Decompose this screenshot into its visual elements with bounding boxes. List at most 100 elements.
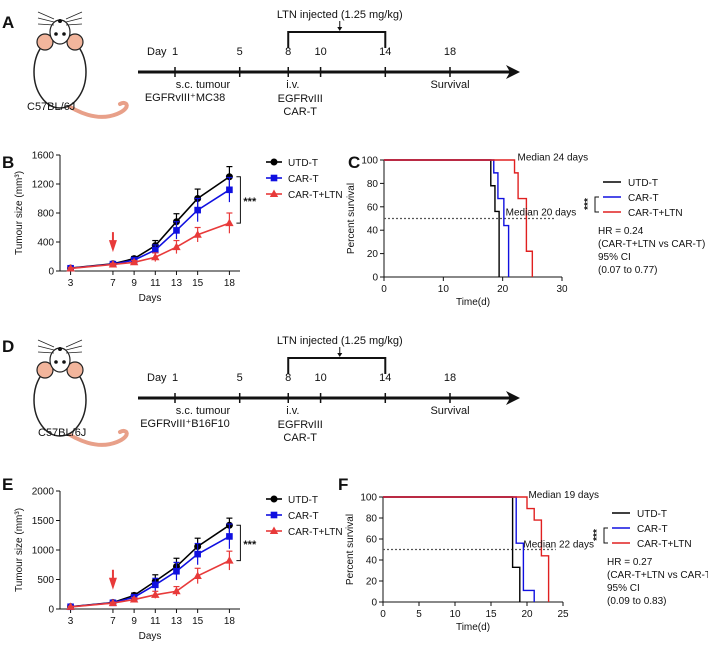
day-tick-label: 14 bbox=[379, 46, 391, 58]
legend-label: CAR-T bbox=[288, 511, 319, 522]
mouse-eye-right bbox=[62, 360, 66, 364]
x-tick-label: 11 bbox=[150, 616, 161, 627]
data-point bbox=[173, 227, 180, 234]
data-point bbox=[129, 595, 139, 603]
mouse-ear-right bbox=[66, 33, 84, 51]
timeline-arrowhead bbox=[506, 65, 520, 79]
event-iv-line2: EGFRvIII bbox=[278, 93, 323, 105]
hazard-ratio-stat: (0.09 to 0.83) bbox=[607, 596, 666, 607]
y-axis-label: Tumour size (mm³) bbox=[14, 171, 25, 255]
day-tick-label: 18 bbox=[444, 46, 456, 58]
data-point bbox=[66, 602, 75, 610]
day-tick-label: 10 bbox=[314, 372, 326, 384]
y-tick-label: 1200 bbox=[32, 180, 55, 191]
mouse-whisker bbox=[65, 17, 83, 23]
legend-label: CAR-T+LTN bbox=[288, 190, 343, 201]
series-line-CAR-T+LTN bbox=[70, 559, 230, 608]
chart-E: 0 500 1000 1500 2000 3 7 9 11 13 15 18 Days Tumour si… bbox=[14, 487, 343, 643]
significance-label: *** bbox=[243, 539, 257, 551]
mouse-whisker bbox=[37, 345, 55, 351]
legend-marker bbox=[270, 495, 278, 503]
y-tick-label: 100 bbox=[360, 493, 377, 504]
day-tick-label: 8 bbox=[285, 46, 291, 58]
y-tick-label: 40 bbox=[366, 556, 378, 567]
data-point bbox=[226, 186, 233, 194]
x-tick-label: 13 bbox=[171, 278, 183, 289]
y-tick-label: 20 bbox=[366, 577, 378, 588]
survival-curve-CAR-T+LTN bbox=[383, 496, 550, 602]
mouse-strain-label: C57BL/6J bbox=[27, 101, 75, 113]
panel-label-B: B bbox=[2, 153, 14, 172]
x-tick-label: 13 bbox=[171, 616, 183, 627]
data-point bbox=[173, 567, 180, 575]
y-tick-label: 1000 bbox=[32, 546, 55, 557]
legend-label: UTD-T bbox=[288, 495, 318, 506]
y-axis-label: Tumour size (mm³) bbox=[14, 508, 25, 592]
significance-bracket bbox=[236, 176, 241, 224]
x-tick-label: 7 bbox=[110, 278, 116, 289]
timeline-arrowhead bbox=[506, 391, 520, 405]
y-tick-label: 0 bbox=[371, 598, 377, 609]
chart-B: 0 400 800 1200 1600 3 7 9 11 13 15 18 Days Tumour siz… bbox=[14, 151, 343, 305]
data-point bbox=[108, 259, 118, 268]
hazard-ratio-stat: HR = 0.24 bbox=[598, 226, 644, 237]
mouse-ear-left bbox=[36, 361, 54, 379]
injection-arrowhead bbox=[337, 353, 343, 357]
event-survival: Survival bbox=[430, 405, 469, 417]
y-tick-label: 1600 bbox=[32, 151, 55, 162]
significance-label: *** bbox=[243, 196, 257, 208]
legend-marker bbox=[269, 526, 279, 534]
mouse-whisker bbox=[37, 351, 55, 354]
y-tick-label: 60 bbox=[367, 202, 379, 213]
mouse-whisker bbox=[37, 11, 55, 20]
data-point bbox=[108, 598, 118, 607]
x-tick-label: 0 bbox=[381, 284, 387, 295]
timeline-1: C57BL/6J Day 1 5 8 10 14 18 LTN injected (1.25 m… bbox=[27, 9, 520, 118]
y-tick-label: 400 bbox=[37, 238, 54, 249]
y-tick-label: 500 bbox=[37, 575, 54, 586]
data-point bbox=[172, 586, 181, 595]
x-tick-label: 3 bbox=[68, 616, 74, 627]
data-point bbox=[129, 257, 139, 266]
x-tick-label: 15 bbox=[192, 616, 204, 627]
significance-bracket bbox=[603, 527, 608, 544]
hazard-ratio-stat: HR = 0.27 bbox=[607, 557, 653, 568]
mouse-whisker bbox=[37, 17, 55, 23]
legend-label: UTD-T bbox=[288, 158, 318, 169]
panel-label-A: A bbox=[2, 13, 14, 32]
significance-label: *** bbox=[592, 529, 603, 541]
x-tick-label: 18 bbox=[224, 616, 236, 627]
legend-label: CAR-T bbox=[628, 193, 659, 204]
data-point bbox=[151, 252, 160, 261]
hazard-ratio-stat: 95% CI bbox=[607, 583, 640, 594]
x-tick-label: 30 bbox=[556, 284, 568, 295]
x-tick-label: 20 bbox=[521, 609, 533, 620]
x-axis-label: Time(d) bbox=[456, 297, 490, 308]
day-label: Day bbox=[147, 46, 167, 58]
event-tumour-line1: s.c. tumour bbox=[176, 79, 231, 91]
series-line-UTD-T bbox=[70, 176, 230, 269]
timeline-2: C57BL/6J Day 1 5 8 10 14 18 LTN injected (1.25 m… bbox=[38, 335, 520, 444]
x-tick-label: 18 bbox=[224, 278, 236, 289]
day-tick-label: 1 bbox=[172, 46, 178, 58]
x-tick-label: 25 bbox=[557, 609, 569, 620]
injection-bracket bbox=[287, 31, 387, 48]
y-tick-label: 20 bbox=[367, 249, 379, 260]
treatment-arrow bbox=[108, 577, 117, 590]
mouse-nose bbox=[58, 347, 62, 351]
injection-arrowhead bbox=[337, 27, 343, 31]
x-tick-label: 10 bbox=[438, 284, 450, 295]
data-point bbox=[66, 263, 75, 272]
y-axis-label: Percent survival bbox=[345, 514, 356, 585]
data-point bbox=[193, 230, 202, 238]
event-tumour-line2: EGFRvIII⁺MC38 bbox=[145, 92, 225, 104]
mouse-head bbox=[49, 19, 71, 45]
panel-label-E: E bbox=[2, 475, 13, 494]
day-tick-label: 14 bbox=[379, 372, 391, 384]
event-tumour-line2: EGFRvIII⁺B16F10 bbox=[140, 418, 230, 430]
x-tick-label: 9 bbox=[131, 278, 137, 289]
day-tick-label: 10 bbox=[314, 46, 326, 58]
legend-label: CAR-T bbox=[637, 524, 668, 535]
series-line-CAR-T+LTN bbox=[70, 222, 230, 270]
series-line-UTD-T bbox=[70, 524, 230, 608]
